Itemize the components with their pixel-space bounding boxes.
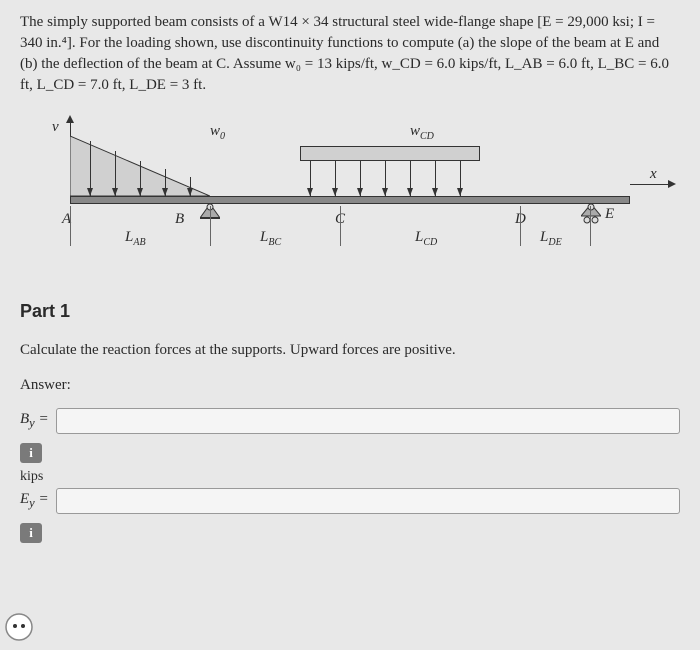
label-LDE: LDE [540,229,562,248]
load-arrow [190,177,191,196]
load-arrow [360,161,361,196]
part1-heading: Part 1 [20,301,680,322]
By-input[interactable] [56,408,680,434]
load-arrow [460,161,461,196]
dim-tick [520,206,521,246]
Ey-input[interactable] [56,488,680,514]
label-LBC: LBC [260,229,281,248]
label-E: E [605,206,614,223]
x-axis [630,184,670,185]
By-unit: kips [20,469,680,485]
beam-body [70,196,630,204]
label-LAB: LAB [125,229,146,248]
x-arrowhead [668,180,676,188]
rect-load [300,146,480,161]
label-B: B [175,211,184,228]
assistant-icon[interactable] [4,612,34,642]
dim-tick [210,206,211,246]
label-v: v [52,119,59,136]
load-arrow [385,161,386,196]
beam-diagram: v w0 wCD x A B C D E LAB [30,111,670,271]
label-wcd: wCD [410,123,434,142]
load-arrow [115,151,116,196]
dim-tick [590,206,591,246]
label-x: x [650,166,657,183]
problem-statement: The simply supported beam consists of a … [20,12,680,96]
info-icon[interactable]: i [20,523,42,543]
load-arrow [435,161,436,196]
label-LCD: LCD [415,229,437,248]
label-w0: w0 [210,123,225,142]
dim-tick [340,206,341,246]
load-arrow [90,141,91,196]
By-label: By = [20,411,56,431]
answer-label: Answer: [20,377,680,394]
load-arrow [335,161,336,196]
dim-tick [70,206,71,246]
info-icon[interactable]: i [20,443,42,463]
answer-Ey-group: Ey = i [20,488,680,546]
load-arrow [410,161,411,196]
answer-By-group: By = i kips [20,408,680,485]
load-arrow [310,161,311,196]
v-arrowhead [66,115,74,123]
Ey-label: Ey = [20,491,56,511]
part1-instruction: Calculate the reaction forces at the sup… [20,342,680,359]
roller-support-E [581,204,601,226]
load-arrow [140,161,141,196]
load-arrow [165,169,166,196]
